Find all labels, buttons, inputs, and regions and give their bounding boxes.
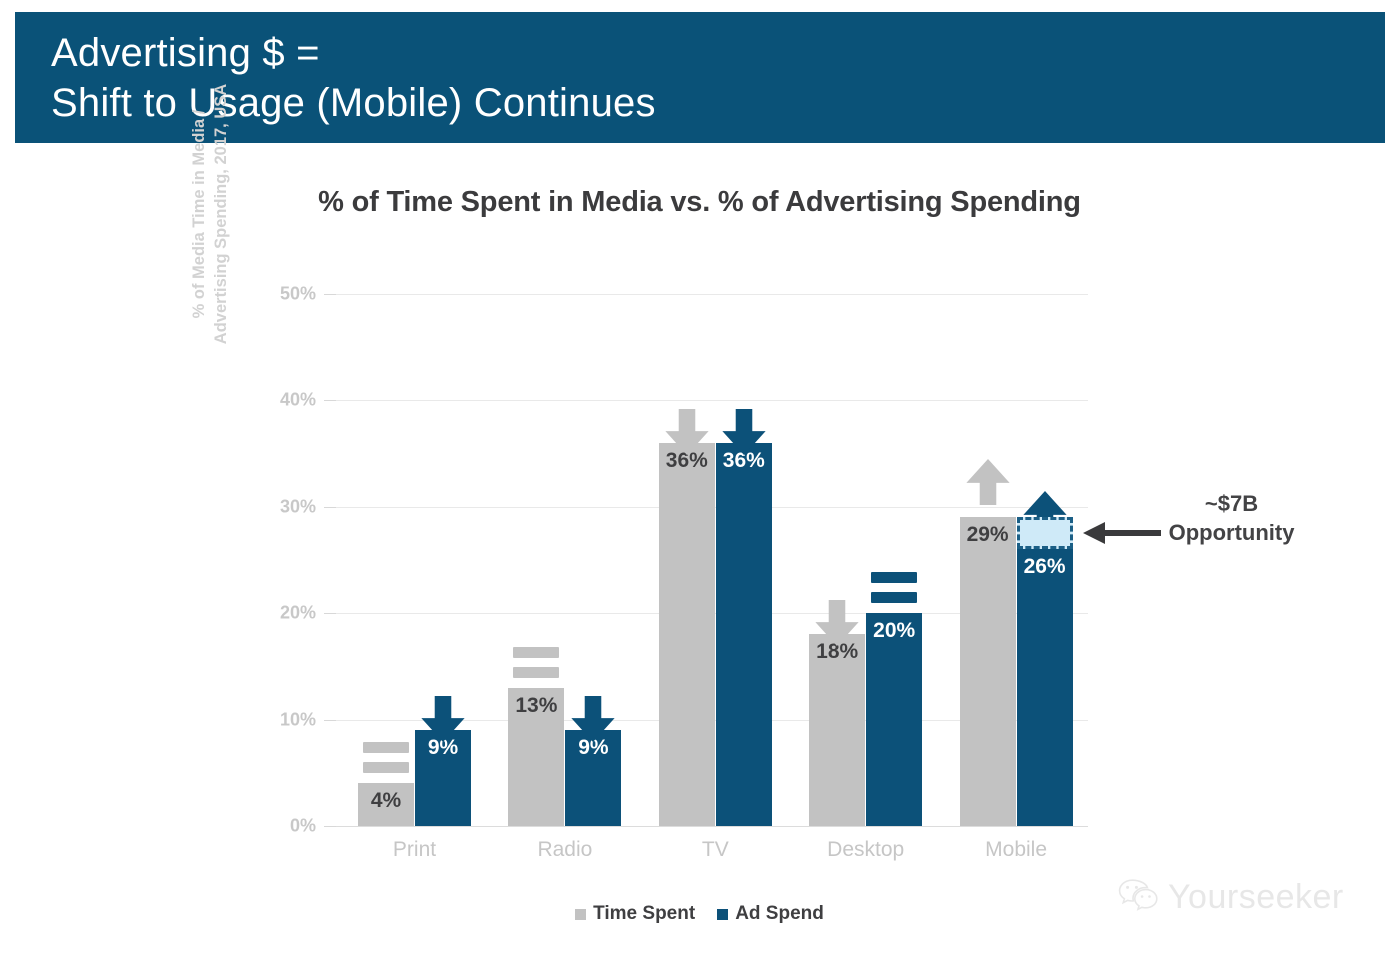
- down-arrow-indicator-radio-ad-spend: [570, 690, 616, 748]
- bar-value-label: 9%: [578, 736, 609, 760]
- equals-indicator-print-time-spent: [363, 742, 409, 774]
- y-axis-tick-label: 20%: [279, 602, 316, 623]
- watermark-text: Yourseeker: [1168, 878, 1344, 916]
- y-axis-tick-label: 10%: [279, 709, 316, 730]
- y-axis-tick: [324, 719, 336, 721]
- opportunity-amount: ~$7B: [1204, 491, 1259, 517]
- legend-swatch: [575, 908, 587, 920]
- legend-label: Ad Spend: [735, 903, 824, 924]
- bar-desktop-time-spent[interactable]: 18%: [809, 634, 866, 826]
- y-axis-tick: [324, 294, 336, 295]
- bar-group-mobile: 29% 26%: [938, 294, 1088, 826]
- bar-print-time-spent[interactable]: 4%: [358, 783, 414, 826]
- x-axis-line: [336, 826, 1088, 827]
- y-axis-tick: [324, 506, 336, 508]
- bar-desktop-ad-spend[interactable]: 20%: [866, 613, 923, 826]
- chart-legend: Time Spent Ad Spend: [0, 903, 1399, 925]
- bar-group-print: 4% 9%: [336, 294, 486, 826]
- x-axis-label-radio: Radio: [537, 838, 593, 861]
- bar-value-label: 9%: [427, 736, 459, 760]
- y-axis-tick: [324, 400, 336, 402]
- opportunity-label: Opportunity: [1168, 520, 1295, 546]
- bar-value-label: 18%: [816, 640, 859, 664]
- watermark: Yourseeker: [1118, 878, 1344, 917]
- opportunity-leader-arrow: [1082, 522, 1161, 549]
- banner-title-line-2: Shift to Usage (Mobile) Continues: [51, 81, 656, 125]
- bar-group-radio: 13% 9%: [486, 294, 636, 826]
- gridline: [336, 294, 1088, 295]
- bar-value-label: 36%: [665, 448, 708, 472]
- legend-item-ad-spend[interactable]: Ad Spend: [717, 903, 824, 925]
- up-arrow-indicator-mobile-ad-spend: [1022, 485, 1068, 543]
- bar-value-label: 26%: [1023, 555, 1066, 579]
- opportunity-box: [1016, 517, 1073, 550]
- equals-indicator-desktop-ad-spend: [871, 572, 918, 604]
- bar-radio-time-spent[interactable]: 13%: [508, 687, 565, 826]
- bar-value-label: 29%: [966, 523, 1009, 547]
- y-axis-title: % of Media Time in Media / Advertising S…: [188, 34, 252, 394]
- x-axis-label-tv: TV: [701, 838, 729, 861]
- bar-radio-ad-spend[interactable]: 9%: [565, 730, 622, 826]
- chart-title: % of Time Spent in Media vs. % of Advert…: [318, 186, 1081, 218]
- bar-value-label: 4%: [370, 789, 402, 813]
- equals-bar: [871, 592, 918, 604]
- legend-label: Time Spent: [593, 903, 696, 924]
- y-axis-tick-label: 40%: [279, 389, 316, 410]
- bar-value-label: 20%: [873, 619, 916, 643]
- bar-value-label: 36%: [722, 448, 765, 472]
- bar-mobile-time-spent[interactable]: 29%: [959, 517, 1016, 826]
- bar-tv-time-spent[interactable]: 36%: [658, 442, 715, 826]
- y-axis-tick-label: 50%: [279, 283, 316, 304]
- opportunity-callout: ~$7B Opportunity: [1169, 489, 1295, 547]
- wechat-icon: [1118, 878, 1158, 917]
- down-arrow-indicator-print-ad-spend: [420, 690, 466, 748]
- up-arrow-indicator-mobile-time-spent: [965, 453, 1011, 511]
- down-arrow-indicator-tv-time-spent: [664, 403, 710, 461]
- down-arrow-indicator-desktop-time-spent: [814, 594, 860, 652]
- x-axis-label-desktop: Desktop: [827, 838, 905, 861]
- x-axis-label-print: Print: [392, 838, 437, 861]
- banner-title-line-1: Advertising $ =: [51, 31, 320, 75]
- equals-bar: [871, 572, 918, 584]
- x-axis-label-mobile: Mobile: [985, 838, 1048, 861]
- bar-group-desktop: 18% 20%: [787, 294, 937, 826]
- equals-bar: [363, 742, 409, 754]
- equals-bar: [513, 666, 560, 678]
- y-axis-tick-label: 30%: [279, 496, 316, 517]
- bar-value-label: 13%: [515, 693, 558, 717]
- y-axis-tick: [324, 826, 336, 827]
- gridline: [336, 400, 1088, 402]
- y-axis-title-line-2: Advertising Spending, 2017, USA: [212, 83, 230, 345]
- equals-bar: [513, 646, 560, 658]
- legend-swatch: [717, 908, 729, 920]
- y-axis-tick: [324, 613, 336, 615]
- equals-bar: [363, 762, 409, 774]
- legend-item-time-spent[interactable]: Time Spent: [575, 903, 695, 925]
- plot-area: 0% 10% 20% 30% 40% 50% 4% 9% 13% 9% 36% 36% 18% 20% 29…: [280, 284, 1088, 836]
- equals-indicator-radio-time-spent: [513, 646, 560, 678]
- bar-mobile-ad-spend[interactable]: 26%: [1016, 549, 1073, 826]
- bar-tv-ad-spend[interactable]: 36%: [715, 442, 772, 826]
- y-axis-title-line-1: % of Media Time in Media /: [190, 109, 208, 319]
- bar-group-tv: 36% 36%: [637, 294, 787, 826]
- down-arrow-indicator-tv-ad-spend: [721, 403, 767, 461]
- y-axis-tick-label: 0%: [289, 815, 316, 836]
- bar-print-ad-spend[interactable]: 9%: [415, 730, 471, 826]
- title-banner: Advertising $ = Shift to Usage (Mobile) …: [15, 12, 1385, 143]
